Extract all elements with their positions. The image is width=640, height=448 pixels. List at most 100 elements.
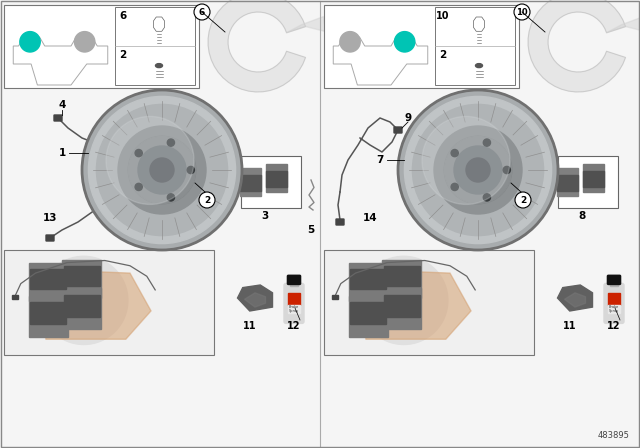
Bar	[324, 250, 534, 355]
Text: 2: 2	[120, 50, 127, 60]
FancyBboxPatch shape	[394, 127, 402, 133]
Circle shape	[82, 90, 242, 250]
Polygon shape	[564, 293, 586, 307]
Circle shape	[454, 146, 502, 194]
Bar	[4, 250, 214, 355]
Bar	[290, 283, 298, 286]
Polygon shape	[208, 0, 305, 92]
Circle shape	[106, 116, 194, 204]
Text: 483895: 483895	[598, 431, 630, 440]
Polygon shape	[528, 0, 625, 92]
Circle shape	[412, 104, 543, 236]
Text: Brake
Spray: Brake Spray	[609, 305, 619, 313]
Circle shape	[483, 194, 490, 201]
Circle shape	[451, 150, 458, 157]
Bar	[157, 29, 161, 43]
Text: 9: 9	[404, 113, 412, 123]
FancyBboxPatch shape	[64, 266, 100, 286]
Text: 7: 7	[376, 155, 384, 165]
Circle shape	[515, 192, 531, 208]
Text: 5: 5	[307, 225, 315, 235]
Circle shape	[194, 4, 210, 20]
FancyBboxPatch shape	[604, 284, 624, 323]
Circle shape	[340, 32, 360, 52]
FancyBboxPatch shape	[266, 164, 287, 192]
FancyBboxPatch shape	[54, 115, 62, 121]
FancyBboxPatch shape	[583, 164, 604, 192]
Bar	[241, 156, 301, 208]
Circle shape	[88, 96, 236, 244]
Circle shape	[444, 136, 511, 203]
Circle shape	[150, 158, 174, 182]
Text: Brake
Spray: Brake Spray	[289, 305, 299, 313]
Text: 2: 2	[520, 195, 526, 204]
Text: 4: 4	[58, 100, 66, 110]
FancyBboxPatch shape	[349, 296, 387, 336]
Circle shape	[167, 194, 175, 201]
FancyBboxPatch shape	[29, 263, 67, 301]
Ellipse shape	[472, 63, 486, 69]
Circle shape	[398, 90, 558, 250]
Text: 13: 13	[43, 213, 57, 223]
Bar	[332, 295, 337, 299]
Ellipse shape	[152, 63, 166, 69]
FancyBboxPatch shape	[266, 171, 287, 186]
FancyBboxPatch shape	[583, 171, 604, 186]
FancyBboxPatch shape	[64, 295, 100, 317]
FancyBboxPatch shape	[382, 289, 421, 329]
FancyBboxPatch shape	[350, 269, 386, 289]
Bar	[288, 293, 300, 305]
Circle shape	[167, 139, 175, 146]
Text: 11: 11	[243, 321, 257, 331]
Bar	[156, 65, 163, 77]
Bar	[115, 7, 195, 85]
Bar	[12, 295, 17, 299]
Circle shape	[422, 116, 510, 204]
FancyBboxPatch shape	[46, 235, 54, 241]
Circle shape	[74, 32, 95, 52]
Ellipse shape	[476, 64, 483, 68]
FancyBboxPatch shape	[384, 295, 420, 317]
Bar	[4, 5, 199, 88]
Text: 10: 10	[516, 8, 528, 17]
FancyBboxPatch shape	[240, 168, 261, 196]
FancyBboxPatch shape	[349, 263, 387, 301]
Circle shape	[97, 104, 228, 236]
FancyBboxPatch shape	[62, 289, 101, 329]
Circle shape	[138, 146, 186, 194]
Circle shape	[466, 158, 490, 182]
Text: 10: 10	[436, 11, 450, 21]
Bar	[558, 156, 618, 208]
FancyBboxPatch shape	[384, 266, 420, 286]
Polygon shape	[474, 17, 484, 31]
Ellipse shape	[156, 64, 163, 68]
Text: 11: 11	[563, 321, 577, 331]
Circle shape	[188, 166, 195, 174]
FancyBboxPatch shape	[287, 275, 301, 284]
FancyBboxPatch shape	[382, 260, 421, 298]
Circle shape	[394, 32, 415, 52]
FancyBboxPatch shape	[284, 284, 304, 323]
FancyBboxPatch shape	[240, 175, 261, 190]
Bar	[608, 305, 620, 313]
Polygon shape	[557, 285, 593, 311]
Circle shape	[404, 96, 552, 244]
Circle shape	[434, 126, 522, 214]
Circle shape	[129, 136, 196, 203]
Text: 12: 12	[607, 321, 621, 331]
Circle shape	[483, 139, 490, 146]
Polygon shape	[237, 285, 273, 311]
Circle shape	[199, 192, 215, 208]
Text: 14: 14	[363, 213, 378, 223]
Circle shape	[451, 183, 458, 190]
Circle shape	[360, 256, 448, 345]
Circle shape	[135, 183, 142, 190]
FancyBboxPatch shape	[30, 302, 66, 324]
Bar	[324, 5, 519, 88]
Text: 8: 8	[579, 211, 586, 221]
FancyBboxPatch shape	[62, 260, 101, 298]
Bar	[435, 7, 515, 85]
Bar	[608, 293, 620, 305]
Polygon shape	[287, 17, 326, 33]
Circle shape	[148, 155, 177, 185]
